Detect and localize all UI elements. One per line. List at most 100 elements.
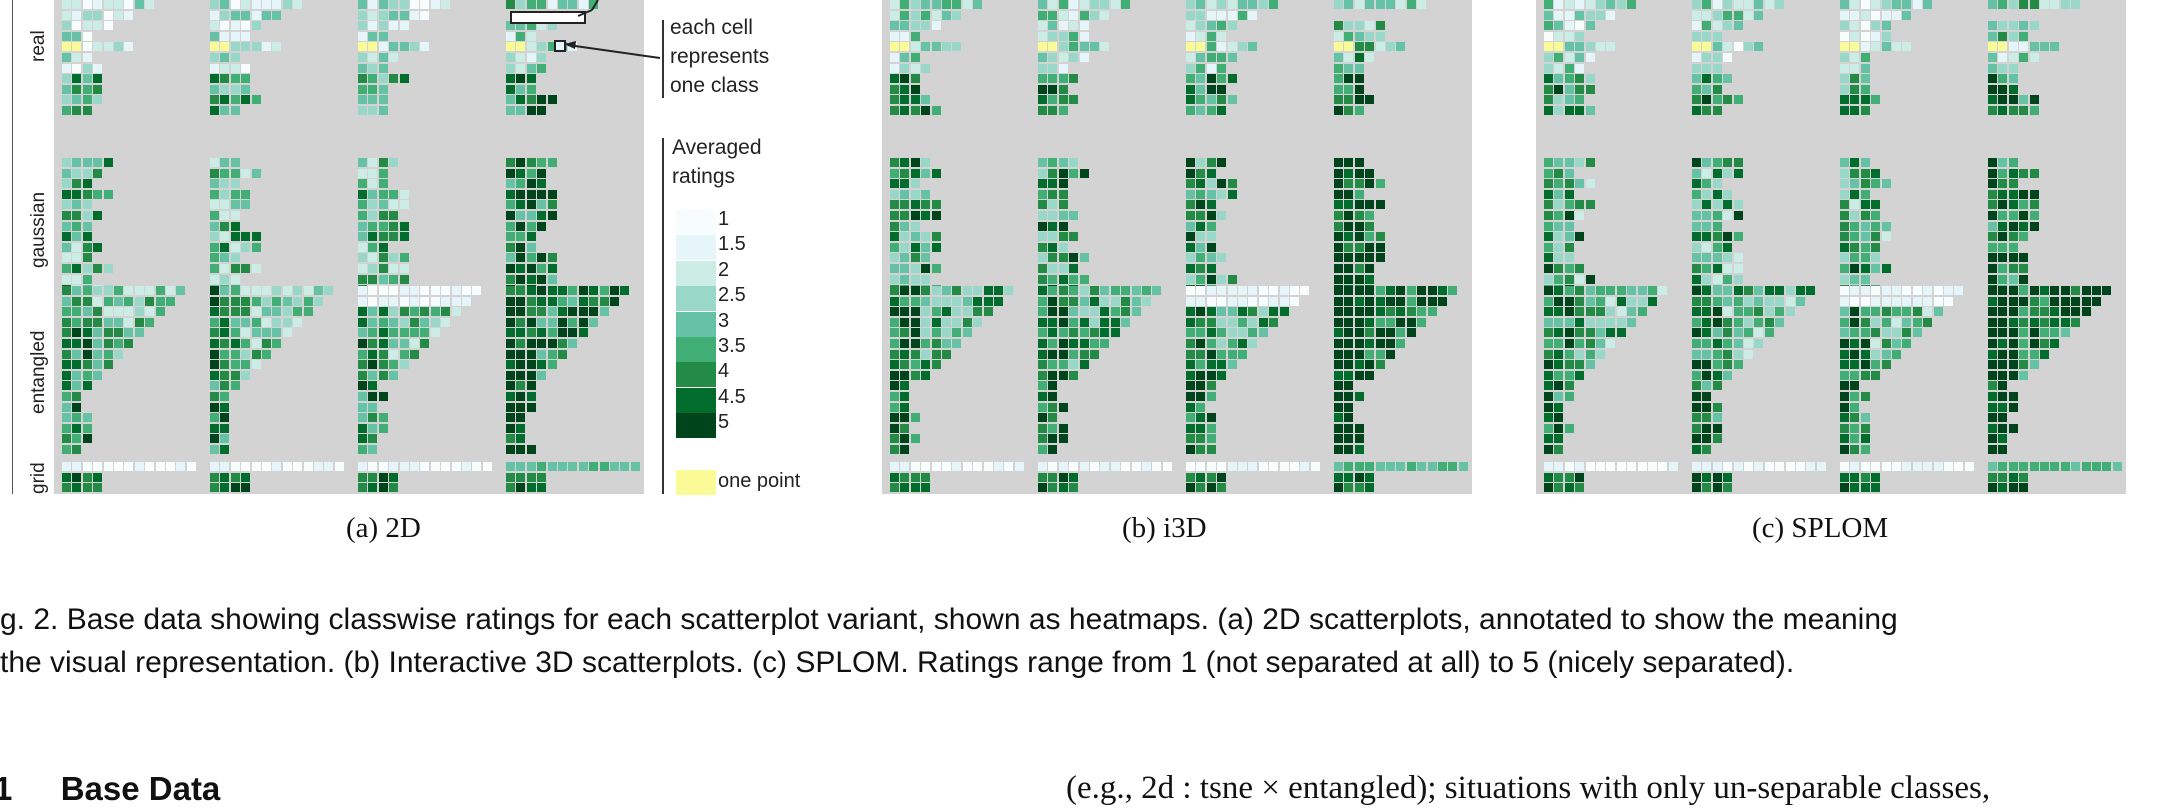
heatmap-cell — [1554, 370, 1564, 380]
heatmap-cell — [1575, 63, 1585, 73]
heatmap-cell — [378, 392, 388, 401]
heatmap-cell — [1048, 483, 1058, 493]
heatmap-cell — [1406, 0, 1416, 9]
heatmap-cell — [72, 392, 82, 401]
heatmap-cell — [1038, 423, 1047, 433]
heatmap-cell — [1069, 483, 1079, 493]
heatmap-cell — [1386, 349, 1395, 359]
heatmap-cell — [1038, 370, 1047, 380]
heatmap-cell — [1712, 413, 1722, 423]
heatmap-cell — [1365, 200, 1375, 210]
heatmap-cell — [303, 296, 313, 306]
heatmap-cell — [1058, 462, 1068, 471]
heatmap-cell — [537, 253, 547, 263]
heatmap-cell — [1344, 286, 1354, 295]
heatmap-cell — [220, 200, 230, 210]
heatmap-cell — [1733, 232, 1743, 242]
heatmap-cell — [389, 462, 399, 471]
legend-swatch — [676, 362, 716, 388]
heatmap-cell — [1744, 10, 1753, 20]
heatmap-cell — [220, 472, 230, 482]
heatmap-cell — [1375, 21, 1385, 31]
heatmap-cell — [378, 413, 388, 423]
heatmap-cell — [1196, 264, 1206, 273]
heatmap-cell — [1723, 242, 1733, 252]
heatmap-cell — [537, 189, 547, 199]
heatmap-cell — [1702, 242, 1712, 252]
heatmap-cell — [210, 200, 219, 210]
heatmap-cell — [1744, 349, 1753, 359]
heatmap-cell — [1744, 462, 1753, 471]
heatmap-cell — [1912, 307, 1922, 317]
heatmap-cell — [1881, 0, 1891, 9]
heatmap-cell — [910, 158, 920, 167]
heatmap-cell — [506, 232, 515, 242]
heatmap-cell — [62, 168, 71, 178]
heatmap-cell — [1702, 434, 1712, 444]
heatmap-cell — [1344, 95, 1354, 105]
heatmap-cell — [272, 42, 282, 52]
heatmap-cell — [1334, 472, 1343, 482]
heatmap-cell — [1712, 434, 1722, 444]
heatmap-cell — [1344, 381, 1354, 391]
heatmap-cell — [1186, 360, 1195, 370]
heatmap-cell — [1386, 0, 1395, 9]
heatmap-cell — [1606, 10, 1616, 20]
heatmap-cell — [2019, 339, 2029, 348]
heatmap-panel-2d — [54, 0, 644, 494]
heatmap-cell — [1448, 286, 1458, 295]
heatmap-cell — [1196, 232, 1206, 242]
heatmap-cell — [1186, 339, 1195, 348]
heatmap-cell — [1871, 253, 1881, 263]
heatmap-cell — [358, 232, 367, 242]
heatmap-cell — [1923, 286, 1933, 295]
heatmap-cell — [1933, 286, 1943, 295]
heatmap-cell — [2008, 462, 2018, 471]
heatmap-cell — [1544, 434, 1553, 444]
heatmap-cell — [251, 307, 261, 317]
heatmap-cell — [1334, 286, 1343, 295]
heatmap-cell — [1860, 10, 1870, 20]
heatmap-cell — [251, 0, 261, 9]
heatmap-cell — [1998, 253, 2008, 263]
heatmap-cell — [910, 53, 920, 62]
heatmap-cell — [1616, 0, 1626, 9]
heatmap-cell — [410, 317, 419, 327]
heatmap-cell — [62, 392, 71, 401]
heatmap-cell — [62, 10, 71, 20]
heatmap-cell — [1110, 296, 1120, 306]
heatmap-cell — [210, 462, 219, 471]
heatmap-cell — [1775, 462, 1785, 471]
heatmap-cell — [103, 339, 113, 348]
heatmap-cell — [1860, 349, 1870, 359]
heatmap-cell — [1723, 462, 1733, 471]
heatmap-cell — [220, 221, 230, 231]
heatmap-cell — [176, 286, 186, 295]
heatmap-cell — [72, 445, 82, 454]
heatmap-cell — [82, 179, 92, 189]
heatmap-cell — [1396, 42, 1406, 52]
heatmap-cell — [1637, 286, 1647, 295]
heatmap-cell — [1334, 392, 1343, 401]
heatmap-cell — [630, 462, 640, 471]
heatmap-cell — [558, 328, 567, 338]
heatmap-cell — [1998, 106, 2008, 115]
heatmap-cell — [1186, 53, 1195, 62]
heatmap-cell — [1860, 221, 1870, 231]
heatmap-cell — [1840, 402, 1849, 412]
heatmap-cell — [1038, 21, 1047, 31]
heatmap-cell — [1850, 158, 1860, 167]
heatmap-cell — [1365, 317, 1375, 327]
heatmap-cell — [1733, 286, 1743, 295]
heatmap-cell — [1354, 0, 1364, 9]
heatmap-cell — [93, 63, 103, 73]
heatmap-cell — [1933, 307, 1943, 317]
heatmap-cell — [1196, 84, 1206, 94]
heatmap-cell — [526, 274, 536, 284]
heatmap-cell — [506, 423, 515, 433]
heatmap-cell — [1048, 349, 1058, 359]
heatmap-cell — [1840, 370, 1849, 380]
heatmap-cell — [1702, 286, 1712, 295]
heatmap-cell — [1998, 339, 2008, 348]
heatmap-cell — [1850, 360, 1860, 370]
